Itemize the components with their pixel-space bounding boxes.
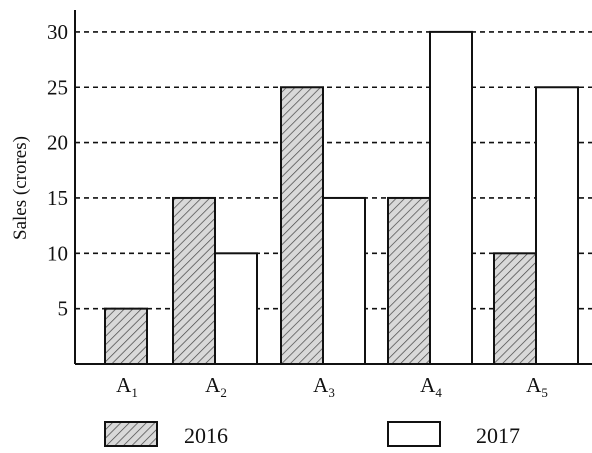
- bar-2016-5: [493, 252, 537, 365]
- legend-swatch-2017: [387, 421, 441, 447]
- bar-2017-5: [535, 86, 579, 365]
- x-category-label-4: A4: [420, 373, 442, 400]
- x-category-labels: A1 A2 A3 A4 A5: [116, 373, 548, 400]
- bar-2017-2: [214, 252, 258, 365]
- legend-label-2016: 2016: [184, 423, 228, 448]
- x-category-label-5: A5: [526, 373, 548, 400]
- y-axis-label: Sales (crores): [10, 136, 31, 240]
- bar-2016-2: [172, 196, 216, 365]
- y-tick-labels: 5 10 15 20 25 30: [47, 20, 68, 321]
- y-tick-label-15: 15: [47, 186, 68, 210]
- y-tick-label-10: 10: [47, 241, 68, 265]
- bar-2016-1: [104, 307, 148, 365]
- y-tick-label-20: 20: [47, 131, 68, 155]
- bar-2017-3: [322, 196, 366, 365]
- legend-swatch-2016: [104, 421, 158, 447]
- bar-2016-3: [280, 86, 324, 365]
- bar-2016-4: [387, 196, 431, 365]
- bars: [104, 30, 579, 366]
- y-tick-label-5: 5: [58, 297, 69, 321]
- axes: [74, 10, 592, 365]
- legend-label-2017: 2017: [476, 423, 520, 448]
- x-category-label-1: A1: [116, 373, 138, 400]
- x-category-label-2: A2: [205, 373, 227, 400]
- legend: 2016 2017: [104, 421, 520, 448]
- bar-2017-4: [429, 30, 473, 366]
- y-tick-label-30: 30: [47, 20, 68, 44]
- y-tick-label-25: 25: [47, 75, 68, 99]
- x-category-label-3: A3: [313, 373, 335, 400]
